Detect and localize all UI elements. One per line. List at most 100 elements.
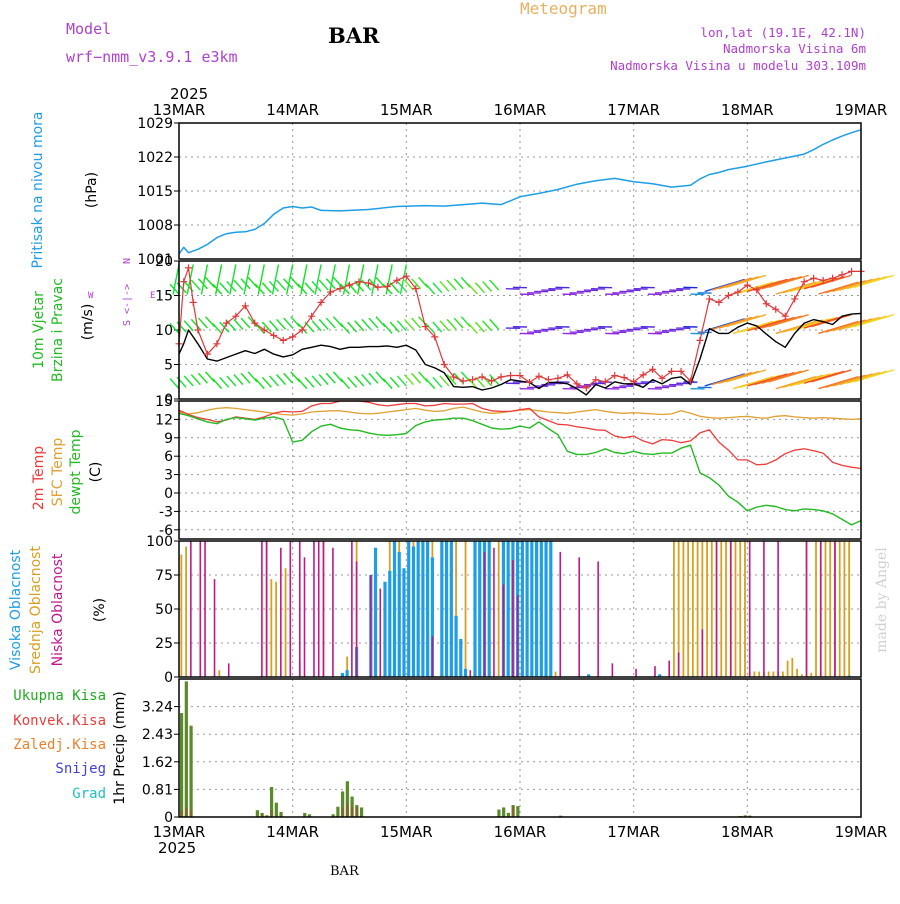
- precip-bar-total: [180, 713, 183, 817]
- gust-marker: [810, 275, 817, 282]
- wind-arrow: [490, 280, 499, 290]
- precip-bar-total: [516, 806, 519, 817]
- dewpt-line: [179, 413, 861, 525]
- wind-arrow: [184, 321, 193, 331]
- wind-arrow: [326, 373, 335, 383]
- wind-arrow: [433, 322, 442, 332]
- wind-arrow: [383, 379, 392, 389]
- wind-arrow: [277, 319, 286, 329]
- wind-arrow: [854, 370, 894, 382]
- date-label-bottom: 17MAR: [607, 823, 660, 841]
- pressure-unit: (hPa): [84, 172, 100, 208]
- y-tick-label: 5: [164, 358, 173, 374]
- y-tick-label: 15: [155, 289, 173, 305]
- precip-bar-convective: [190, 810, 192, 817]
- precip-bar-total: [256, 810, 259, 817]
- wind-arrow: [412, 373, 421, 383]
- wind-arrow: [319, 319, 328, 329]
- wind-arrow: [362, 280, 371, 290]
- wind-arrow: [433, 377, 442, 387]
- wind-arrow: [825, 375, 865, 387]
- date-label-top: 17MAR: [607, 101, 660, 119]
- wind-arrow: [426, 379, 435, 389]
- wind-arrow: [747, 374, 787, 386]
- wind-arrow: [454, 279, 463, 289]
- wind-unit: (m/s): [80, 304, 96, 341]
- wind-arrow: [440, 281, 449, 291]
- visoka-title: Visoka Oblacnost: [8, 549, 24, 670]
- wind-title-line2: Brzina i Pravac: [50, 278, 66, 382]
- wind-arrow: [840, 317, 880, 329]
- wind-arrow: [362, 319, 371, 329]
- model-value: wrf−nmm_v3.9.1 e3km: [66, 48, 238, 66]
- gust-marker: [535, 373, 542, 380]
- wind-arrow: [705, 279, 745, 291]
- wind-arrow: [191, 375, 200, 385]
- wind-arrow: [355, 321, 364, 331]
- y-tick-label: 0: [164, 486, 173, 502]
- y-tick-label: 20: [155, 254, 173, 270]
- wind-arrow: [326, 318, 335, 328]
- wind-arrow: [719, 371, 759, 383]
- precip-panel: 00.811.622.433.24: [142, 679, 861, 826]
- legend-snijeg: Snijeg: [55, 761, 106, 777]
- wind-arrow: [797, 373, 837, 385]
- gust-marker: [469, 376, 476, 383]
- gust-marker: [185, 264, 192, 271]
- panel-frame: [179, 679, 861, 817]
- wind-arrow: [847, 277, 887, 289]
- wind-arrow: [475, 322, 484, 332]
- wind-arrow: [447, 319, 456, 329]
- date-label-top: 19MAR: [835, 101, 888, 119]
- precip-bar-convective: [512, 807, 514, 817]
- wind-arrow: [269, 321, 278, 331]
- wind-arrow: [833, 279, 873, 291]
- date-label-top: 18MAR: [721, 101, 774, 119]
- wind-arrow: [298, 379, 307, 389]
- gust-marker: [460, 378, 467, 385]
- wind-arrow: [348, 322, 357, 332]
- wind-arrow: [740, 375, 780, 387]
- wind-arrow: [461, 317, 470, 327]
- wind-arrow: [783, 281, 823, 293]
- wind-arrow: [483, 321, 492, 331]
- gust-marker: [621, 374, 628, 381]
- wind-arrow: [754, 278, 794, 290]
- wind-arrow: [312, 376, 321, 386]
- pressure-title: Pritisak na nivou mora: [30, 111, 46, 268]
- gust-marker: [706, 295, 713, 302]
- wind-arrow: [712, 373, 752, 385]
- compass-w: W: [88, 291, 94, 301]
- wind-arrow: [390, 377, 399, 387]
- wind-arrow: [483, 281, 492, 291]
- wind-arrow: [248, 277, 257, 287]
- gust-marker: [374, 284, 381, 291]
- wind-arrow: [468, 284, 477, 294]
- y-tick-label: 10: [155, 323, 173, 339]
- wind-arrow: [762, 371, 802, 383]
- wind-arrow: [234, 280, 243, 290]
- wind-arrow: [305, 283, 314, 293]
- wind-arrow: [262, 377, 271, 387]
- precip-bar-total: [275, 803, 278, 817]
- wind-arrow: [284, 318, 293, 328]
- wind-arrow: [291, 317, 300, 327]
- precip-bar-convective: [346, 803, 348, 817]
- gust-marker: [194, 327, 201, 334]
- wind-arrow: [447, 280, 456, 290]
- wind-arrow: [840, 373, 880, 385]
- compass-n: N: [122, 258, 133, 264]
- wind-arrow: [397, 321, 406, 331]
- date-label-top: 16MAR: [494, 101, 547, 119]
- y-tick-label: 1008: [137, 218, 173, 234]
- elevation-label: Nadmorska Visina 6m: [723, 41, 866, 56]
- date-label-bottom: 16MAR: [494, 823, 547, 841]
- y-tick-label: 0: [164, 810, 173, 826]
- wind-arrow: [454, 318, 463, 328]
- compass-s: S: [122, 320, 133, 326]
